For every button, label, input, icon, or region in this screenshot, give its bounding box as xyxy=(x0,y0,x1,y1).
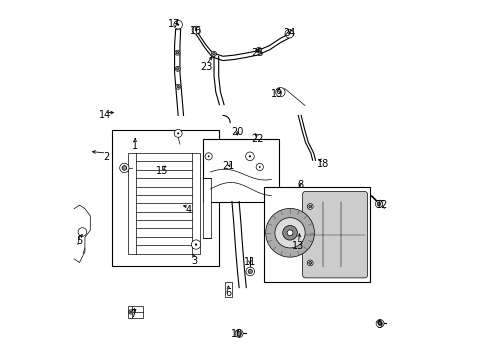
Text: 2: 2 xyxy=(103,152,109,162)
Text: 22: 22 xyxy=(250,134,263,144)
Circle shape xyxy=(256,163,263,171)
Text: 13: 13 xyxy=(291,241,304,251)
Circle shape xyxy=(308,261,311,264)
Circle shape xyxy=(174,130,182,137)
Text: 6: 6 xyxy=(225,288,231,298)
Text: 17: 17 xyxy=(168,19,181,29)
Bar xyxy=(191,153,199,253)
Circle shape xyxy=(279,91,281,93)
Bar xyxy=(112,130,219,266)
Circle shape xyxy=(286,230,292,236)
Circle shape xyxy=(176,68,179,70)
Circle shape xyxy=(282,225,297,240)
Circle shape xyxy=(258,166,260,168)
Circle shape xyxy=(306,260,312,266)
Bar xyxy=(203,139,278,202)
Circle shape xyxy=(248,155,250,157)
Circle shape xyxy=(191,240,201,249)
FancyBboxPatch shape xyxy=(302,192,367,278)
Circle shape xyxy=(175,66,180,71)
Circle shape xyxy=(275,87,285,97)
Circle shape xyxy=(247,269,252,274)
Text: 1: 1 xyxy=(132,141,138,151)
Circle shape xyxy=(176,51,178,54)
Circle shape xyxy=(274,218,305,248)
Text: 23: 23 xyxy=(200,62,213,72)
Circle shape xyxy=(375,319,383,327)
Circle shape xyxy=(122,166,126,170)
Circle shape xyxy=(265,208,314,257)
Text: 3: 3 xyxy=(191,256,197,266)
Circle shape xyxy=(255,47,261,53)
Circle shape xyxy=(175,50,180,55)
Circle shape xyxy=(192,26,200,34)
Text: 19: 19 xyxy=(270,89,283,99)
Circle shape xyxy=(129,311,132,313)
Circle shape xyxy=(287,33,290,35)
Circle shape xyxy=(120,163,129,172)
Circle shape xyxy=(308,205,311,208)
Circle shape xyxy=(195,29,197,31)
Text: 14: 14 xyxy=(98,111,111,121)
Text: 8: 8 xyxy=(296,180,303,190)
Circle shape xyxy=(212,53,215,55)
Circle shape xyxy=(306,203,312,209)
Circle shape xyxy=(245,152,254,161)
Text: 12: 12 xyxy=(376,200,388,210)
Text: 21: 21 xyxy=(222,161,234,171)
Text: 9: 9 xyxy=(375,320,381,330)
Text: 20: 20 xyxy=(231,127,243,136)
Circle shape xyxy=(128,310,133,314)
Bar xyxy=(224,282,231,297)
Circle shape xyxy=(245,267,254,276)
Text: 4: 4 xyxy=(185,206,192,216)
Text: 7: 7 xyxy=(130,310,136,319)
Circle shape xyxy=(377,321,381,325)
Text: 5: 5 xyxy=(76,236,82,246)
Circle shape xyxy=(177,86,179,88)
Circle shape xyxy=(207,156,209,157)
Bar xyxy=(128,153,136,253)
Circle shape xyxy=(175,84,180,89)
Text: 15: 15 xyxy=(156,166,168,176)
Circle shape xyxy=(375,201,382,208)
Text: 16: 16 xyxy=(189,26,202,36)
Text: 24: 24 xyxy=(283,28,295,38)
Bar xyxy=(264,187,369,282)
Circle shape xyxy=(285,30,293,38)
Bar xyxy=(128,306,142,318)
Text: 10: 10 xyxy=(231,329,243,339)
Circle shape xyxy=(235,329,243,337)
Circle shape xyxy=(174,21,182,29)
Circle shape xyxy=(204,153,212,160)
Circle shape xyxy=(257,49,260,51)
Text: 18: 18 xyxy=(317,159,329,169)
Circle shape xyxy=(211,51,216,56)
Circle shape xyxy=(195,243,197,246)
Circle shape xyxy=(237,332,241,336)
Circle shape xyxy=(78,228,86,236)
Circle shape xyxy=(177,24,179,26)
Text: 25: 25 xyxy=(250,48,263,58)
Circle shape xyxy=(376,202,380,206)
Circle shape xyxy=(177,132,179,134)
Text: 11: 11 xyxy=(243,257,256,267)
Bar xyxy=(203,178,211,238)
